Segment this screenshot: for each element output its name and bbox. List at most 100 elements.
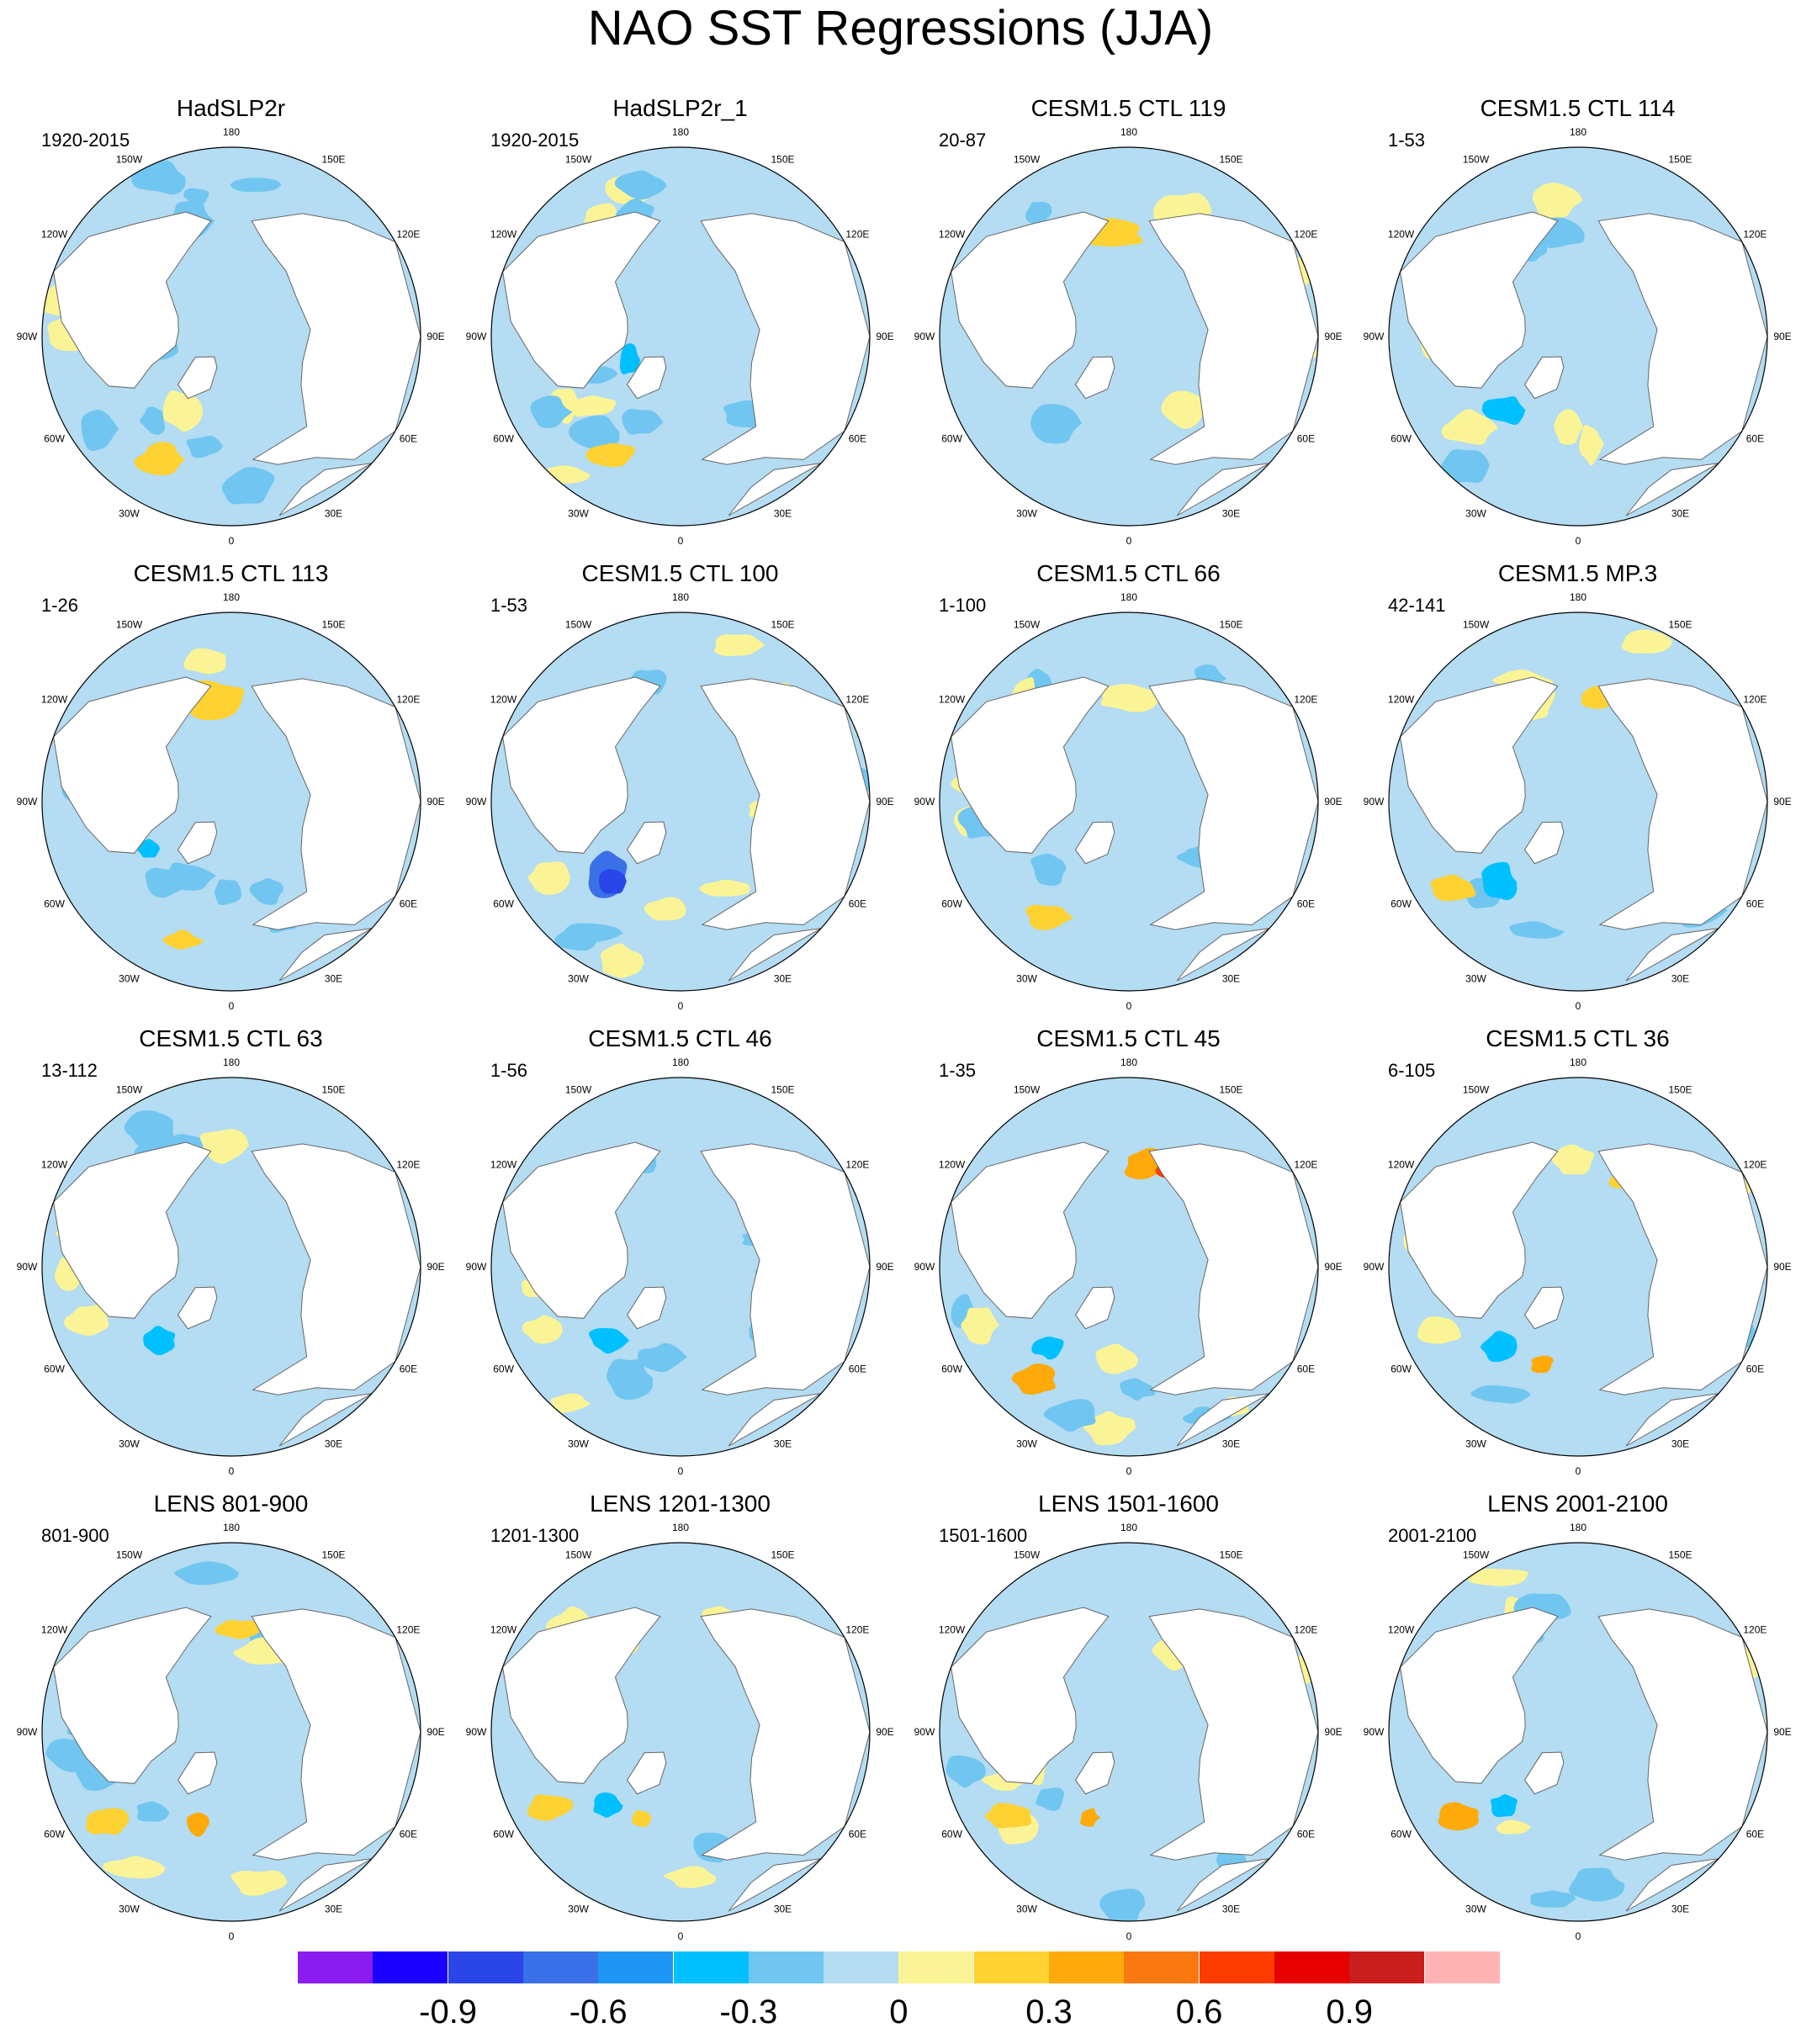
panel-period: 1-53 [1388, 130, 1426, 151]
land-mask [1148, 678, 1318, 930]
anomaly-patch [589, 1327, 630, 1354]
longitude-label: 90W [466, 1261, 487, 1273]
anomaly-patch [1036, 1787, 1065, 1811]
longitude-label: 150E [771, 1549, 794, 1561]
longitude-label: 0 [1126, 1465, 1132, 1477]
longitude-label: 120E [845, 1624, 869, 1636]
longitude-label: 30E [1671, 1903, 1689, 1914]
longitude-label: 180 [1570, 591, 1586, 603]
longitude-label: 60E [1746, 898, 1764, 910]
longitude-label: 30E [774, 1903, 792, 1914]
map-panel: CESM1.5 CTL 46 180 150E 120E 90E 60E 30E 0 30W 60… [455, 1025, 905, 1479]
colorbar-swatch [748, 1951, 824, 1983]
land-mask [177, 1286, 218, 1330]
longitude-label: 150E [1668, 154, 1692, 166]
longitude-label: 30E [1671, 507, 1689, 519]
land-mask [1523, 821, 1565, 865]
longitude-label: 30W [1465, 1438, 1486, 1449]
longitude-label: 180 [223, 591, 240, 603]
longitude-label: 60W [941, 433, 962, 445]
panel-period: 6-105 [1388, 1060, 1436, 1081]
longitude-label: 60W [941, 1829, 962, 1840]
panel-title: HadSLP2r [176, 95, 286, 121]
anomaly-patch [103, 1856, 166, 1879]
longitude-label: 120W [939, 229, 966, 241]
anomaly-patch [614, 170, 668, 200]
longitude-label: 90W [914, 796, 935, 808]
longitude-label: 30W [119, 507, 140, 519]
longitude-label: 60W [1390, 433, 1412, 445]
land-mask [251, 213, 421, 465]
panel-title: CESM1.5 CTL 36 [1486, 1025, 1670, 1051]
anomaly-patch [1025, 201, 1052, 225]
anomaly-patch [1551, 1144, 1595, 1175]
anomaly-patch [215, 1620, 262, 1639]
land-mask [951, 1141, 1110, 1319]
anomaly-patch [1438, 1802, 1479, 1831]
anomaly-patch [183, 648, 226, 675]
longitude-label: 30W [1016, 1903, 1037, 1914]
longitude-label: 180 [1570, 1056, 1586, 1068]
longitude-label: 60E [849, 898, 866, 910]
longitude-label: 120E [1294, 229, 1317, 241]
longitude-label: 0 [1576, 535, 1581, 547]
longitude-label: 150W [565, 619, 592, 631]
polar-sst-map: 180 150E 120E 90E 60E 30E 0 30W 60W 90W 120W 150W [17, 126, 445, 547]
longitude-label: 150E [1219, 1084, 1242, 1096]
longitude-label: 120W [1388, 229, 1415, 241]
anomaly-patch [230, 177, 282, 193]
anomaly-patch [1441, 449, 1490, 484]
map-panel: LENS 801-900 180 150E 120E 90E 60E 30E 0 30W 60W 9… [6, 1490, 456, 1944]
longitude-label: 180 [672, 591, 689, 603]
polar-sst-map: 180 150E 120E 90E 60E 30E 0 30W 60W 90W 120W 150W [1364, 1522, 1792, 1942]
anomaly-patch [174, 1561, 239, 1586]
longitude-label: 60E [1297, 1829, 1315, 1840]
longitude-label: 90E [1324, 796, 1342, 808]
longitude-label: 60E [1297, 898, 1315, 910]
polar-sst-map: 180 150E 120E 90E 60E 30E 0 30W 60W 90W 120W 150W [17, 1522, 445, 1942]
polar-sst-map: 180 150E 120E 90E 60E 30E 0 30W 60W 90W 120W 150W [914, 126, 1343, 547]
land-mask [502, 1141, 661, 1319]
longitude-label: 180 [672, 126, 689, 138]
longitude-label: 90W [914, 331, 935, 342]
polar-sst-map: 180 150E 120E 90E 60E 30E 0 30W 60W 90W 120W 150W [466, 1056, 894, 1477]
land-mask [1400, 1607, 1559, 1784]
anomaly-patch [1161, 390, 1205, 429]
land-mask [1148, 1143, 1318, 1395]
longitude-label: 60W [1390, 1364, 1412, 1375]
anomaly-patch [585, 442, 635, 468]
longitude-label: 60W [941, 1364, 962, 1375]
longitude-label: 0 [229, 1000, 235, 1012]
anomaly-patch [136, 1801, 170, 1822]
longitude-label: 60E [400, 898, 417, 910]
land-mask [53, 676, 212, 854]
colorbar-tick-label: -0.6 [569, 1994, 628, 2031]
map-boundary [1388, 146, 1768, 527]
anomaly-patch [644, 897, 686, 921]
anomaly-patch [85, 1808, 130, 1835]
anomaly-patch [1481, 1331, 1518, 1363]
longitude-label: 120E [396, 229, 420, 241]
longitude-label: 60W [44, 433, 65, 445]
polar-sst-map: 180 150E 120E 90E 60E 30E 0 30W 60W 90W 120W 150W [17, 591, 445, 1012]
map-boundary [490, 1077, 871, 1457]
anomaly-patch [1030, 404, 1082, 444]
longitude-label: 120W [939, 1159, 966, 1171]
map-panel: CESM1.5 CTL 63 180 150E 120E 90E 60E 30E 0 30W 60… [6, 1025, 456, 1479]
panel-title: CESM1.5 CTL 45 [1036, 1025, 1221, 1051]
longitude-label: 120W [1388, 694, 1415, 706]
land-mask [1074, 1286, 1115, 1330]
map-boundary [939, 1077, 1319, 1457]
panel-period: 1-26 [41, 595, 79, 616]
anomaly-patch [1481, 861, 1518, 900]
map-panel: LENS 2001-2100 180 150E 120E 90E 60E 30E 0 30W 60… [1353, 1490, 1801, 1944]
panel-period: 1-100 [939, 595, 987, 616]
longitude-label: 90W [17, 1261, 38, 1273]
longitude-label: 30E [774, 972, 792, 984]
longitude-label: 60E [1297, 433, 1315, 445]
anomaly-patch [568, 415, 620, 449]
longitude-label: 60W [44, 1829, 65, 1840]
land-mask [1625, 928, 1719, 982]
land-mask [1523, 356, 1565, 400]
longitude-label: 60W [1390, 898, 1412, 910]
